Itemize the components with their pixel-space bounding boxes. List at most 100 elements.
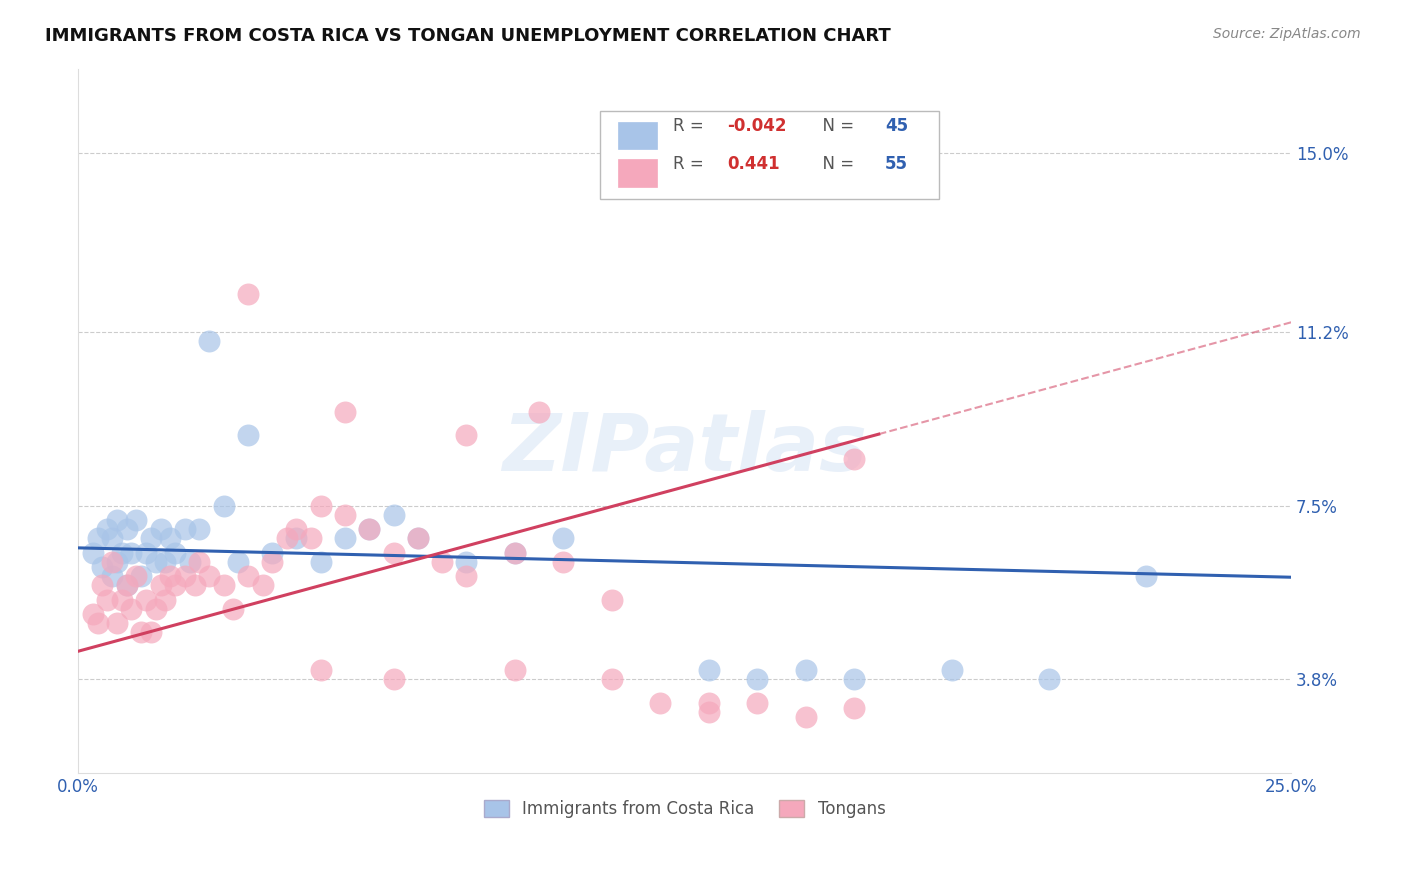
Point [236,428,259,442]
FancyBboxPatch shape [600,111,939,199]
Point [1135,569,1157,583]
Point [212,499,235,513]
Point [188,522,211,536]
Point [222,602,245,616]
Point [794,710,817,724]
Point [600,592,623,607]
Point [135,592,157,607]
Text: ZIPatlas: ZIPatlas [502,410,868,488]
Point [747,673,769,687]
Point [252,578,274,592]
Point [125,569,148,583]
Point [299,532,322,546]
Point [173,569,195,583]
Text: R =: R = [672,118,709,136]
Point [285,522,308,536]
Point [697,663,720,677]
Point [262,555,284,569]
Point [333,508,356,522]
Point [553,555,575,569]
Point [382,673,405,687]
Bar [619,122,657,149]
Point [198,569,221,583]
Point [96,522,118,536]
Text: 0.441: 0.441 [727,154,780,173]
Point [129,569,152,583]
Point [139,532,162,546]
Point [503,545,526,559]
Text: N =: N = [813,118,859,136]
Point [198,334,221,348]
Point [359,522,381,536]
Point [844,700,866,714]
Text: -0.042: -0.042 [727,118,786,136]
Point [145,555,167,569]
Point [155,592,177,607]
Point [121,545,143,559]
Point [456,555,478,569]
Point [212,578,235,592]
Point [236,287,259,301]
Point [406,532,429,546]
Point [145,602,167,616]
Point [333,404,356,418]
Point [262,545,284,559]
Point [115,578,138,592]
Point [333,532,356,546]
Point [159,569,181,583]
Point [600,673,623,687]
Point [503,545,526,559]
Point [430,555,453,569]
Point [101,555,124,569]
Point [359,522,381,536]
Point [844,673,866,687]
Bar [619,160,657,186]
Point [149,578,172,592]
Point [165,545,187,559]
Point [382,508,405,522]
Point [86,532,108,546]
Point [101,569,124,583]
Point [747,696,769,710]
Point [309,663,332,677]
Point [82,607,104,621]
Point [96,592,118,607]
Point [111,592,134,607]
Point [285,532,308,546]
Point [697,696,720,710]
Text: IMMIGRANTS FROM COSTA RICA VS TONGAN UNEMPLOYMENT CORRELATION CHART: IMMIGRANTS FROM COSTA RICA VS TONGAN UNE… [45,27,891,45]
Point [105,555,128,569]
Text: Source: ZipAtlas.com: Source: ZipAtlas.com [1213,27,1361,41]
Point [105,513,128,527]
Point [309,499,332,513]
Point [188,555,211,569]
Text: 45: 45 [884,118,908,136]
Point [179,555,201,569]
Point [165,578,187,592]
Point [650,696,672,710]
Point [139,625,162,640]
Point [121,602,143,616]
Point [135,545,157,559]
Point [276,532,298,546]
Point [456,569,478,583]
Point [406,532,429,546]
Point [125,513,148,527]
Point [236,569,259,583]
Point [1038,673,1060,687]
Point [91,578,114,592]
Point [697,706,720,720]
Point [115,578,138,592]
Point [155,555,177,569]
Legend: Immigrants from Costa Rica, Tongans: Immigrants from Costa Rica, Tongans [477,794,893,825]
Point [309,555,332,569]
Point [382,545,405,559]
Point [82,545,104,559]
Point [111,545,134,559]
Point [129,625,152,640]
Point [101,532,124,546]
Point [173,522,195,536]
Point [226,555,249,569]
Point [86,615,108,630]
Text: 55: 55 [884,154,908,173]
